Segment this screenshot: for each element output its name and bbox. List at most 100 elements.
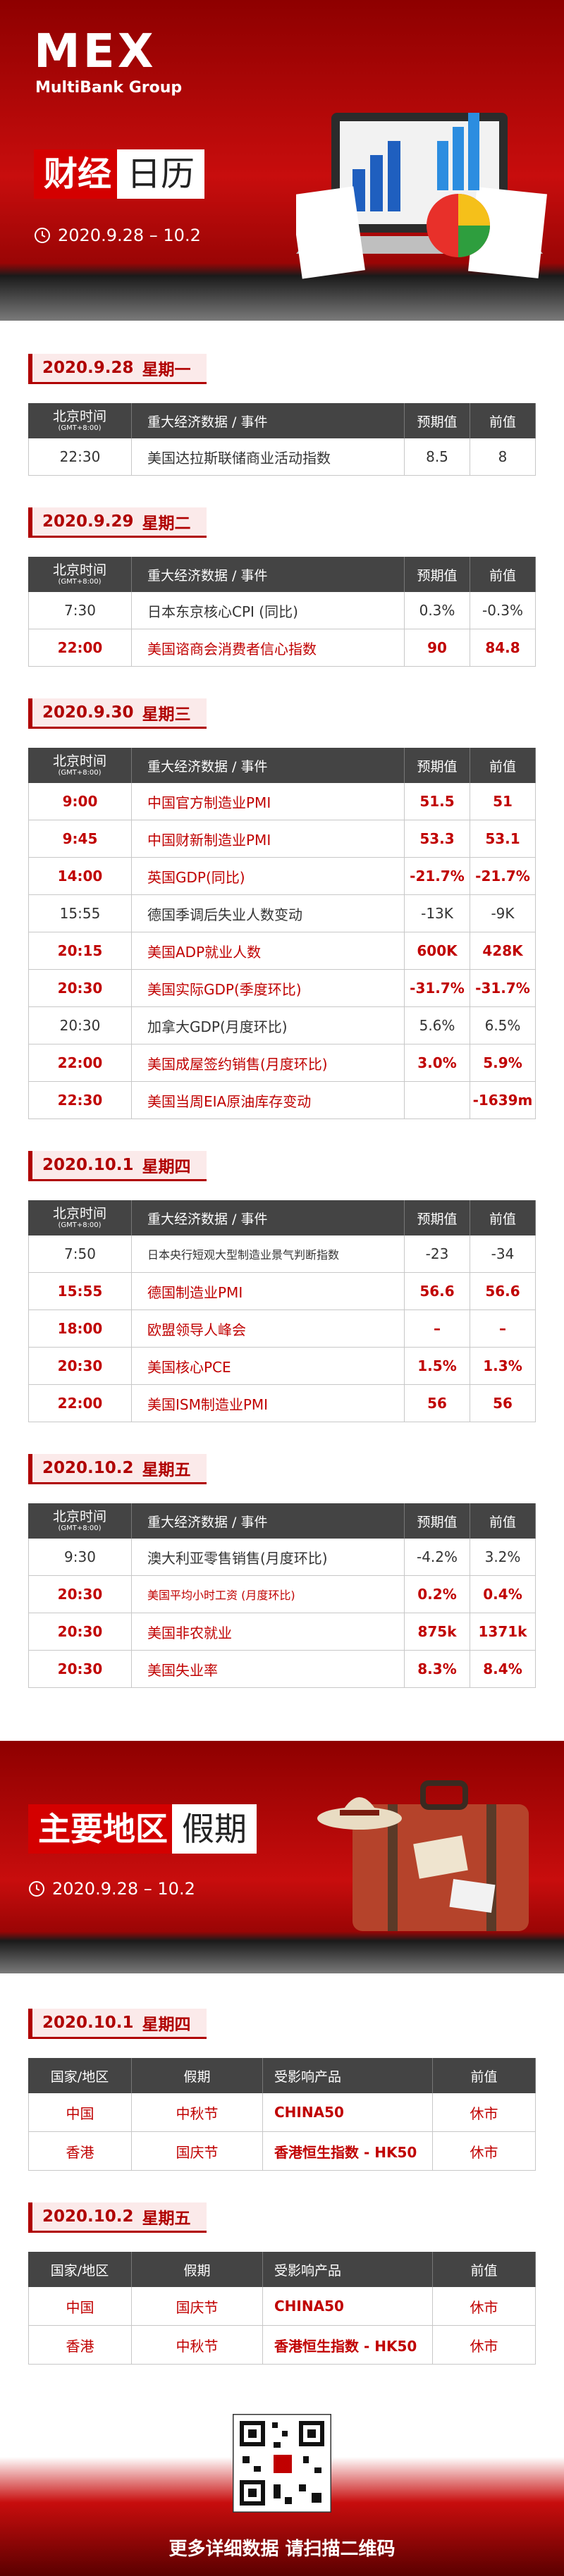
column-header: 重大经济数据 / 事件 [132, 403, 405, 438]
column-header: 预期值 [405, 1503, 470, 1539]
row-previous: 1.3% [470, 1348, 536, 1385]
row-event: 美国非农就业 [132, 1613, 405, 1651]
day-date: 2020.10.1 [42, 1156, 134, 1174]
time-header: 北京时间 (GMT+8:00) [28, 1503, 132, 1539]
holiday-cell: 休市 [433, 2093, 536, 2132]
column-header: 受影响产品 [263, 2252, 433, 2287]
row-previous: – [470, 1310, 536, 1348]
row-time: 22:00 [28, 629, 132, 667]
time-header-label: 北京时间 [52, 753, 106, 770]
row-time: 9:00 [28, 783, 132, 820]
row-event: 日本东京核心CPI (同比) [132, 592, 405, 629]
row-time: 20:30 [28, 1613, 132, 1651]
holiday-banner [0, 1741, 564, 1973]
row-time: 22:30 [28, 1082, 132, 1119]
title-secondary: 日历 [117, 149, 205, 199]
row-event: 美国ADP就业人数 [132, 932, 405, 970]
row-previous: 8.4% [470, 1651, 536, 1688]
holiday-cell: 香港恒生指数 - HK50 [263, 2326, 433, 2365]
column-header: 国家/地区 [28, 2252, 132, 2287]
holiday-cell: 中秋节 [132, 2326, 263, 2365]
row-previous: 1371k [470, 1613, 536, 1651]
column-header: 国家/地区 [28, 2058, 132, 2093]
column-header: 重大经济数据 / 事件 [132, 1200, 405, 1235]
row-previous: 5.9% [470, 1044, 536, 1082]
day-weekday: 星期五 [142, 1461, 191, 1479]
row-time: 20:30 [28, 970, 132, 1007]
suitcase-illustration [317, 1780, 529, 1931]
holiday-title-primary: 主要地区 [28, 1804, 178, 1854]
row-time: 22:00 [28, 1044, 132, 1082]
day-label: 2020.10.2 星期五 [28, 1454, 207, 1484]
row-event: 美国成屋签约销售(月度环比) [132, 1044, 405, 1082]
row-previous: 56 [470, 1385, 536, 1422]
row-forecast: 53.3 [405, 820, 470, 858]
holiday-cell: CHINA50 [263, 2287, 433, 2326]
holiday-cell: 休市 [433, 2132, 536, 2171]
row-forecast: 8.5 [405, 438, 470, 476]
row-previous: 0.4% [470, 1576, 536, 1613]
day-label: 2020.9.30 星期三 [28, 698, 207, 729]
row-forecast [405, 1082, 470, 1119]
time-header-label: 北京时间 [52, 1509, 106, 1525]
holiday-cell: 中国 [28, 2093, 132, 2132]
row-event: 德国制造业PMI [132, 1273, 405, 1310]
row-forecast: 0.2% [405, 1576, 470, 1613]
row-time: 15:55 [28, 895, 132, 932]
row-event: 美国失业率 [132, 1651, 405, 1688]
column-header: 前值 [470, 1200, 536, 1235]
row-forecast: 56 [405, 1385, 470, 1422]
holiday-cell: 中国 [28, 2287, 132, 2326]
holiday-cell: CHINA50 [263, 2093, 433, 2132]
row-forecast: -21.7% [405, 858, 470, 895]
row-previous: -1639m [470, 1082, 536, 1119]
row-time: 9:30 [28, 1539, 132, 1576]
row-forecast: -4.2% [405, 1539, 470, 1576]
holiday-cell: 休市 [433, 2287, 536, 2326]
row-forecast: -23 [405, 1235, 470, 1273]
row-time: 7:50 [28, 1235, 132, 1273]
row-event: 德国季调后失业人数变动 [132, 895, 405, 932]
row-time: 20:30 [28, 1007, 132, 1044]
row-event: 美国ISM制造业PMI [132, 1385, 405, 1422]
row-forecast: 875k [405, 1613, 470, 1651]
row-event: 美国核心PCE [132, 1348, 405, 1385]
column-header: 预期值 [405, 403, 470, 438]
clock-icon [35, 228, 50, 243]
day-date: 2020.10.2 [42, 1459, 134, 1477]
qr-code [233, 2414, 331, 2513]
time-header: 北京时间 (GMT+8:00) [28, 1200, 132, 1235]
time-header-label: 北京时间 [52, 409, 106, 425]
row-previous: 8 [470, 438, 536, 476]
row-event: 美国平均小时工资 (月度环比) [132, 1576, 405, 1613]
row-forecast: 90 [405, 629, 470, 667]
row-previous: 428K [470, 932, 536, 970]
row-event: 日本央行短观大型制造业景气判断指数 [132, 1235, 405, 1273]
footer-caption: 更多详细数据 请扫描二维码 [168, 2539, 396, 2560]
row-time: 9:45 [28, 820, 132, 858]
column-header: 前值 [433, 2058, 536, 2093]
day-date: 2020.9.30 [42, 703, 134, 722]
row-time: 20:30 [28, 1651, 132, 1688]
column-header: 假期 [132, 2058, 263, 2093]
time-header-label: 北京时间 [52, 562, 106, 579]
row-time: 20:30 [28, 1348, 132, 1385]
row-forecast: 5.6% [405, 1007, 470, 1044]
day-label: 2020.10.2 星期五 [28, 2202, 207, 2233]
column-header: 前值 [470, 403, 536, 438]
day-date: 2020.10.2 [42, 2207, 134, 2226]
row-event: 中国官方制造业PMI [132, 783, 405, 820]
row-forecast: 56.6 [405, 1273, 470, 1310]
day-weekday: 星期一 [142, 361, 191, 379]
row-event: 美国谘商会消费者信心指数 [132, 629, 405, 667]
row-event: 美国达拉斯联储商业活动指数 [132, 438, 405, 476]
holiday-cell: 香港 [28, 2132, 132, 2171]
row-time: 15:55 [28, 1273, 132, 1310]
row-forecast: 600K [405, 932, 470, 970]
row-previous: -31.7% [470, 970, 536, 1007]
column-header: 预期值 [405, 748, 470, 783]
row-previous: 6.5% [470, 1007, 536, 1044]
column-header: 前值 [433, 2252, 536, 2287]
brand: MultiBank Group [35, 79, 183, 97]
holiday-cell: 休市 [433, 2326, 536, 2365]
